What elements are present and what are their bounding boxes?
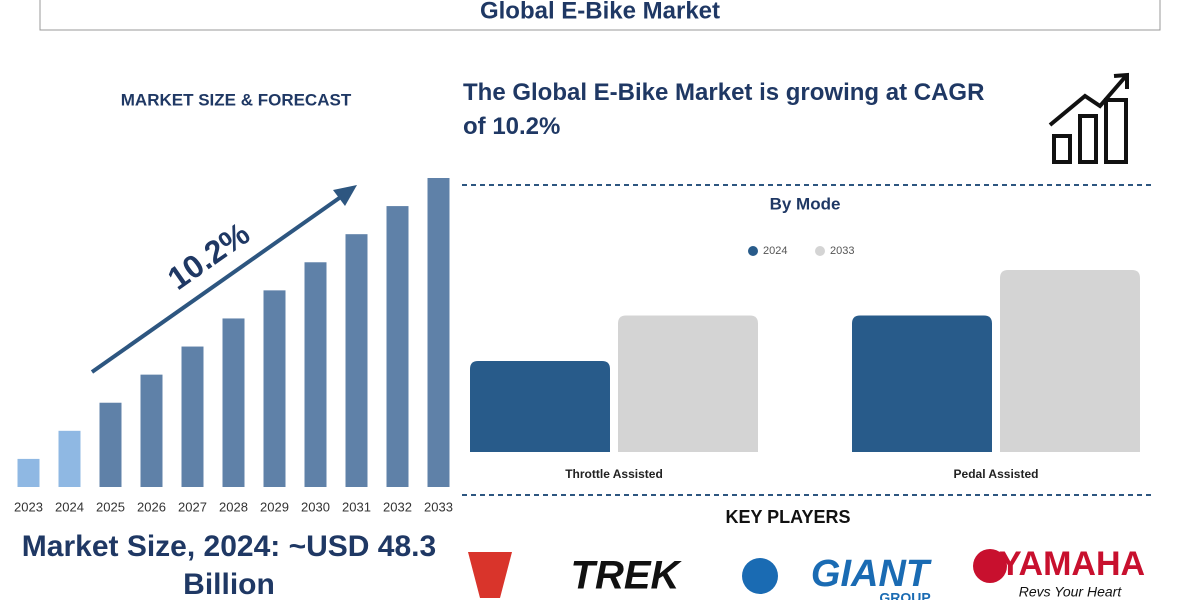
header-title: Global E-Bike Market <box>480 0 720 24</box>
bar <box>345 234 368 487</box>
legend-swatch <box>815 246 825 256</box>
logo: TREK <box>571 554 683 598</box>
x-tick-label: 2026 <box>137 499 166 514</box>
bar <box>470 361 610 452</box>
arrow-head <box>333 185 357 206</box>
logo: GROUP <box>879 590 930 600</box>
x-tick-label: 2025 <box>96 499 125 514</box>
bar <box>58 430 81 487</box>
yamaha-icon <box>973 549 1007 583</box>
bar <box>1000 270 1140 452</box>
market-size: Market Size, 2024: ~USD 48.3 Billion <box>21 530 437 600</box>
bar <box>99 402 122 487</box>
x-tick-label: 2029 <box>260 499 289 514</box>
bar <box>852 315 992 452</box>
legend-label: 2024 <box>763 245 787 257</box>
logo: YAMAHA <box>999 545 1145 583</box>
logo: Revs Your Heart <box>1019 584 1123 600</box>
bar <box>263 290 286 487</box>
bar <box>427 178 450 487</box>
growth-label: 10.2% <box>161 215 256 297</box>
bar <box>17 458 40 487</box>
x-tick-label: 2032 <box>383 499 412 514</box>
x-tick-label: Pedal Assisted <box>954 467 1039 481</box>
giant-icon <box>742 558 778 594</box>
legend-label: 2033 <box>830 245 854 257</box>
x-tick-label: 2024 <box>55 499 84 514</box>
x-tick-label: Throttle Assisted <box>565 467 663 481</box>
x-tick-label: 2023 <box>14 499 43 514</box>
bar <box>386 206 409 487</box>
bar <box>222 318 245 487</box>
headline: The Global E-Bike Market is growing at C… <box>463 79 985 140</box>
growth-icon <box>1048 72 1129 164</box>
bar <box>618 315 758 452</box>
x-tick-label: 2031 <box>342 499 371 514</box>
chart-title: MARKET SIZE & FORECAST <box>121 90 352 109</box>
x-tick-label: 2028 <box>219 499 248 514</box>
logo: GIANT <box>811 553 932 595</box>
x-tick-label: 2027 <box>178 499 207 514</box>
bar <box>140 374 163 487</box>
x-tick-label: 2030 <box>301 499 330 514</box>
bar <box>304 262 327 487</box>
chart-title: By Mode <box>770 194 841 213</box>
legend-swatch <box>748 246 758 256</box>
growth-arrow <box>90 192 347 374</box>
x-tick-label: 2033 <box>424 499 453 514</box>
header-box <box>39 0 1161 31</box>
section-title: KEY PLAYERS <box>725 507 850 527</box>
trek-icon <box>468 552 512 598</box>
bar <box>181 346 204 487</box>
